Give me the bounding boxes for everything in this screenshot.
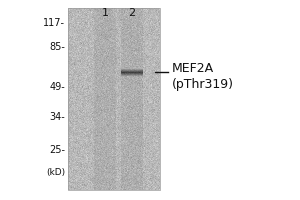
Text: MEF2A
(pThr319): MEF2A (pThr319)	[172, 62, 234, 91]
Text: 25-: 25-	[49, 145, 65, 155]
Text: 49-: 49-	[49, 82, 65, 92]
Text: 1: 1	[101, 8, 109, 18]
Text: 117-: 117-	[43, 18, 65, 28]
Text: 34-: 34-	[49, 112, 65, 122]
Text: (kD): (kD)	[46, 168, 65, 177]
Bar	[68, 8, 160, 190]
Text: 85-: 85-	[49, 42, 65, 52]
Text: 2: 2	[128, 8, 136, 18]
